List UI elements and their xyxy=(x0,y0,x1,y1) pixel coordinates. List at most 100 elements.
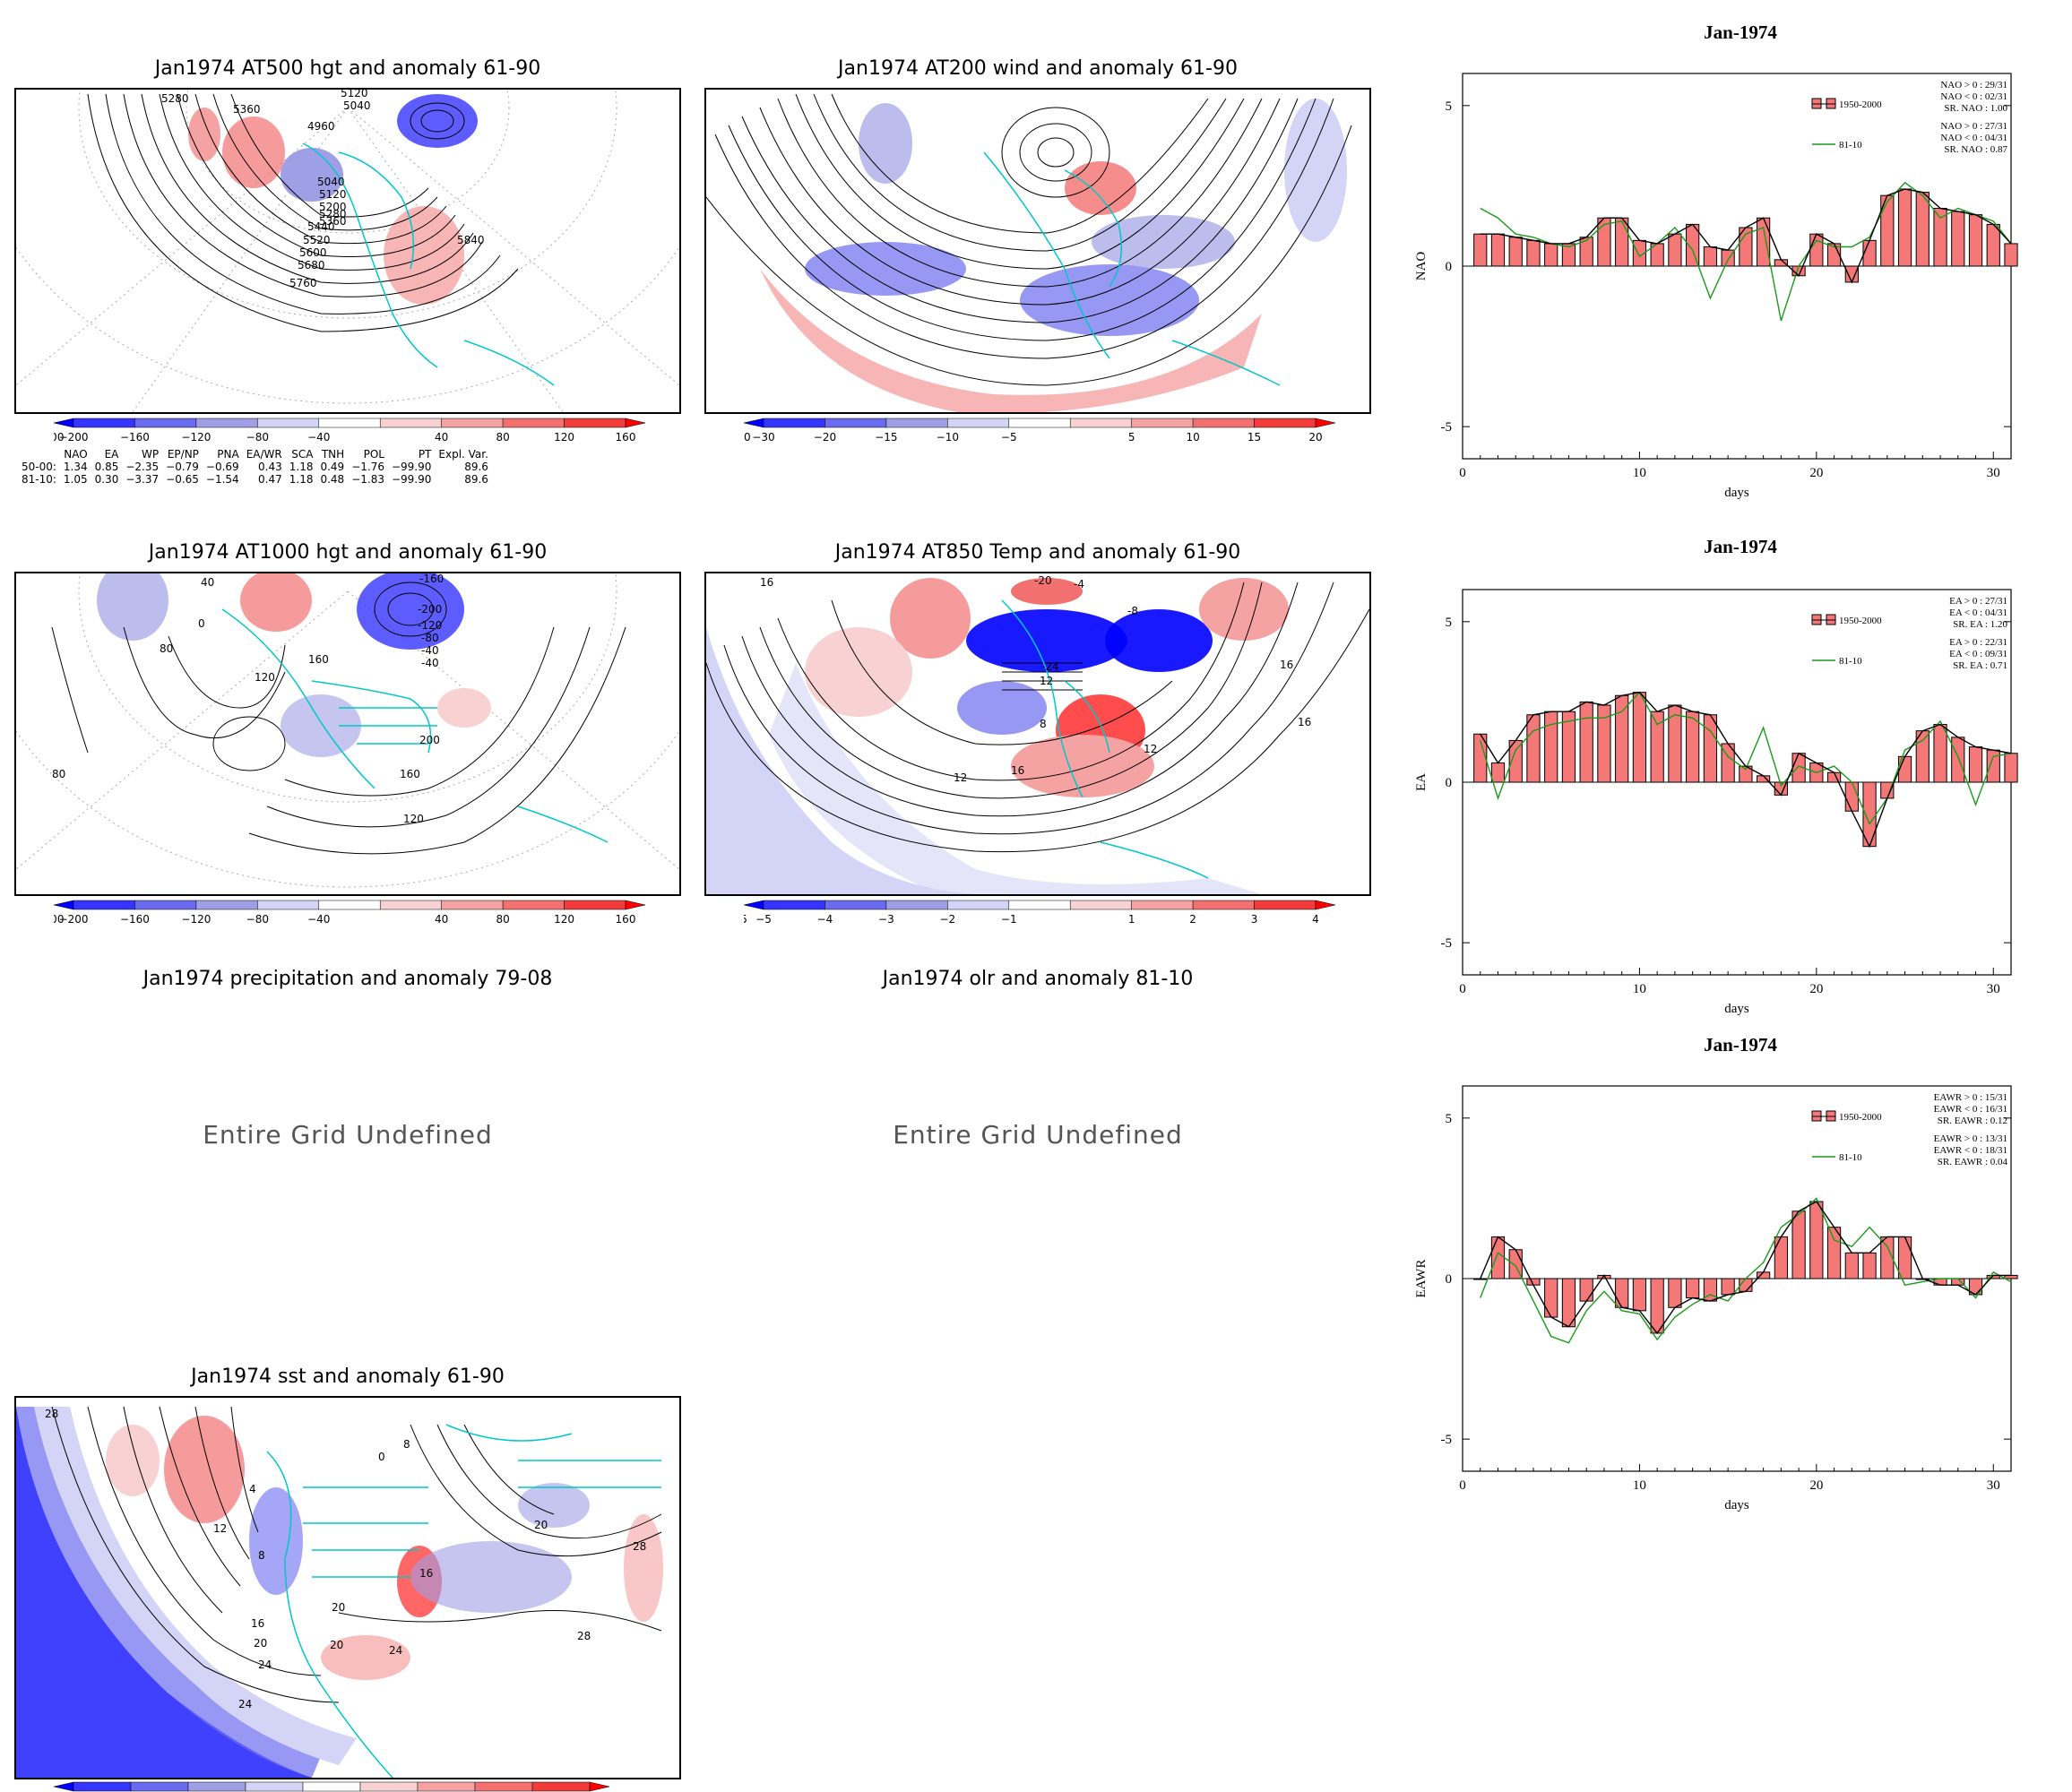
y-tick-label: -5 xyxy=(1441,1433,1453,1447)
map-title-olr: Jan1974 olr and anomaly 81-10 xyxy=(882,968,1194,990)
series-line xyxy=(1480,181,2012,322)
colorbar-segment xyxy=(245,1781,304,1792)
table-cell: −0.69 xyxy=(205,461,239,473)
colorbar-segment xyxy=(257,418,320,428)
contour-label: 12 xyxy=(213,1522,227,1535)
colorbar-segment xyxy=(947,900,1010,910)
contour-label: 0 xyxy=(198,617,205,630)
bar xyxy=(1686,1278,1700,1298)
legend-stat: EAWR > 0 : 13/31 xyxy=(1934,1133,2007,1144)
legend-stat: SR. EAWR : 0.04 xyxy=(1938,1157,2008,1167)
bar xyxy=(1809,233,1824,267)
colorbar-segment xyxy=(824,418,887,428)
y-tick-label: 0 xyxy=(1446,1272,1453,1287)
contour-label: -120 xyxy=(418,619,442,632)
table-header-cell: WP xyxy=(142,448,160,461)
table-cell: 89.6 xyxy=(464,461,488,473)
series-line xyxy=(1480,1197,2012,1344)
bar xyxy=(1721,1278,1735,1296)
contour-label: -4 xyxy=(1074,578,1084,590)
table-cell: 0.30 xyxy=(94,473,119,486)
table-header-cell: SCA xyxy=(291,448,314,461)
contour-label: -40 xyxy=(421,657,439,669)
colorbar-tick-label: 15 xyxy=(1248,431,1261,444)
contour-label: 5360 xyxy=(233,103,261,116)
contour-label: 5120 xyxy=(319,188,347,201)
map-title-sst: Jan1974 sst and anomaly 61-90 xyxy=(191,1366,505,1388)
legend-line-label: 81-10 xyxy=(1839,656,1862,667)
table-cell: −0.79 xyxy=(166,461,199,473)
map-sst: 28 4 8 12 16 20 24 0 8 20 28 28 16 20 24… xyxy=(14,1396,681,1779)
colorbar-tick-label: 120 xyxy=(554,431,574,444)
contour-label: 160 xyxy=(400,768,420,780)
y-axis-label: EA xyxy=(1414,773,1429,791)
contour-label: -24 xyxy=(1041,660,1059,673)
chart-title-eawr: Jan-1974 xyxy=(1704,1034,1777,1055)
colorbar-tick-label: 40 xyxy=(435,431,448,444)
map-sst-graphic: 28 4 8 12 16 20 24 0 8 20 28 28 16 20 24… xyxy=(16,1406,663,1778)
bar xyxy=(1844,265,1859,283)
table-header-cell: PNA xyxy=(217,448,239,461)
colorbar-tick-label: 80 xyxy=(496,431,509,444)
contour-label: 5280 xyxy=(161,92,189,105)
colorbar-sst xyxy=(54,1781,609,1792)
legend-stat: NAO < 0 : 04/31 xyxy=(1940,133,2007,143)
legend-stat: NAO > 0 : 27/31 xyxy=(1940,121,2007,132)
colorbar-tick-label: 2 xyxy=(1189,913,1196,926)
contour-label: 5760 xyxy=(289,277,317,289)
colorbar-tick-label: −30 xyxy=(752,431,774,444)
contour-label: 16 xyxy=(1280,659,1293,671)
colorbar-tick-label: 120 xyxy=(554,913,574,926)
bar xyxy=(1809,1201,1824,1279)
contour-label: 5360 xyxy=(319,215,347,228)
colorbar-tick-label: −80 xyxy=(246,431,269,444)
colorbar-segment xyxy=(1254,900,1317,910)
bar xyxy=(1544,711,1558,783)
colorbar-segment xyxy=(885,900,948,910)
contour-label: -80 xyxy=(421,632,439,644)
colorbar-at200: −30 −20 −15 −10 −5 5 10 15 20 30 xyxy=(744,418,1335,444)
bar xyxy=(1862,239,1877,267)
x-tick-label: 10 xyxy=(1633,982,1646,996)
colorbar-tick-label: 200 xyxy=(54,913,64,926)
bar xyxy=(1579,701,1593,783)
x-tick-label: 0 xyxy=(1459,466,1466,480)
contour-label: 80 xyxy=(160,642,173,655)
colorbar-arrow-high xyxy=(625,900,645,910)
legend-stat: EA < 0 : 09/31 xyxy=(1949,649,2007,659)
contour-label: -160 xyxy=(419,573,444,585)
legend-bar-label: 1950-2000 xyxy=(1839,99,1882,110)
bar xyxy=(1933,724,1947,783)
colorbar-arrow-low xyxy=(54,418,74,428)
colorbar-tick-label: −120 xyxy=(181,431,211,444)
table-cell: −0.65 xyxy=(166,473,199,486)
colorbar-segment xyxy=(1192,418,1255,428)
x-tick-label: 10 xyxy=(1633,1478,1646,1493)
colorbar-segment xyxy=(885,418,948,428)
legend-stat: EAWR < 0 : 18/31 xyxy=(1934,1145,2007,1156)
colorbar-tick-label: −40 xyxy=(307,913,330,926)
x-tick-label: 30 xyxy=(1987,982,2000,996)
contour-label: 8 xyxy=(258,1549,265,1562)
bar xyxy=(1951,737,1965,783)
legend-stat: SR. EA : 0.71 xyxy=(1953,660,2007,671)
contour-label: 5600 xyxy=(299,246,327,259)
colorbar-segment xyxy=(947,418,1010,428)
y-tick-label: 5 xyxy=(1446,616,1453,630)
bar xyxy=(1544,243,1558,267)
colorbar-tick-label: −20 xyxy=(814,431,836,444)
bar xyxy=(1986,223,2000,267)
x-tick-label: 0 xyxy=(1459,982,1466,996)
bar xyxy=(1757,217,1771,267)
contour-label: 5840 xyxy=(457,234,485,246)
colorbar-tick-label: −160 xyxy=(120,913,150,926)
contour-label: 5120 xyxy=(341,90,368,99)
bar xyxy=(1897,755,1912,783)
map-title-at500: Jan1974 AT500 hgt and anomaly 61-90 xyxy=(154,57,541,80)
colorbar-segment xyxy=(73,900,135,910)
contour-label: 12 xyxy=(954,771,967,784)
map-at200-graphic xyxy=(706,93,1352,412)
colorbar-segment xyxy=(441,900,504,910)
y-tick-label: 0 xyxy=(1446,260,1453,274)
contour-label: 200 xyxy=(419,734,440,746)
